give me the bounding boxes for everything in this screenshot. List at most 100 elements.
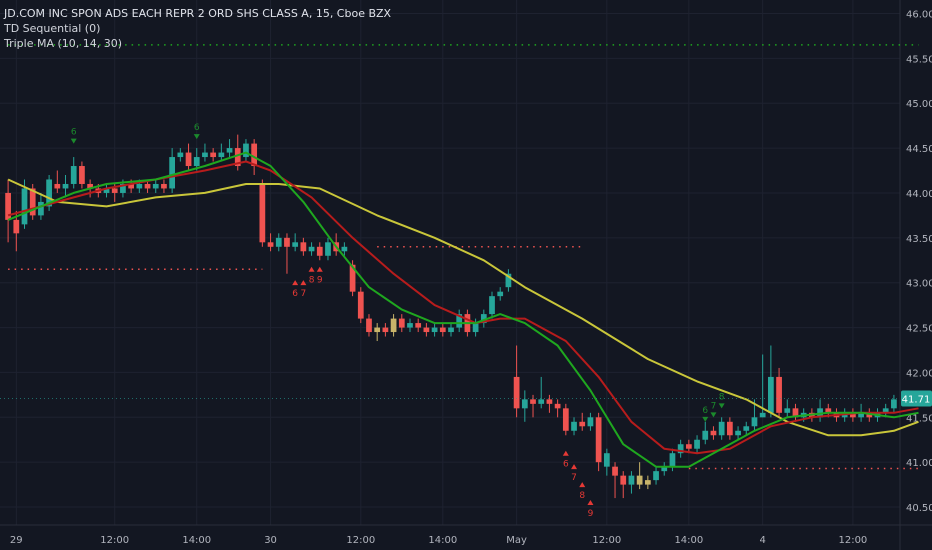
- candle-body: [62, 183, 69, 189]
- candle-body: [792, 408, 799, 418]
- candle-body: [521, 399, 528, 409]
- candle-body: [152, 183, 159, 189]
- y-tick-label: 42.50: [906, 324, 932, 335]
- td-buy-arrow: [571, 464, 578, 470]
- candle-body: [251, 143, 258, 167]
- candle-body: [415, 323, 422, 328]
- candle-body: [718, 421, 725, 436]
- td-buy-arrow: [316, 266, 323, 272]
- td-count-label: 6: [71, 128, 77, 138]
- y-tick-label: 44.50: [906, 144, 932, 155]
- candle-body: [784, 408, 791, 413]
- moving-average-line: [7, 151, 919, 468]
- candle-body: [669, 453, 676, 467]
- td-count-label: 7: [711, 401, 717, 411]
- candle-body: [677, 444, 684, 454]
- td-count-label: 6: [563, 460, 569, 470]
- y-tick-label: 43.00: [906, 279, 932, 290]
- td-count-label: 9: [317, 276, 323, 286]
- td-sell-arrow: [702, 416, 709, 422]
- td-count-label: 8: [579, 491, 585, 501]
- candle-body: [858, 412, 864, 418]
- candle-body: [702, 430, 709, 440]
- td-buy-arrow: [562, 450, 569, 456]
- candle-body: [538, 399, 545, 404]
- candle-body: [161, 183, 167, 189]
- td-buy-arrow: [300, 280, 307, 286]
- candle-body: [87, 183, 93, 189]
- candle-body: [480, 314, 487, 324]
- td-buy-arrow: [308, 266, 315, 272]
- candle-body: [46, 179, 52, 207]
- candle-body: [70, 166, 77, 184]
- candle-body: [341, 246, 348, 252]
- td-count-label: 6: [702, 406, 708, 416]
- y-tick-label: 42.00: [906, 368, 932, 379]
- candle-body: [136, 183, 143, 189]
- y-tick-label: 44.00: [906, 189, 932, 200]
- x-tick-label: 29: [10, 535, 23, 546]
- candle-body: [595, 417, 602, 463]
- candle-body: [685, 444, 692, 449]
- y-tick-label: 46.00: [906, 9, 932, 20]
- td-sell-arrow: [710, 412, 717, 418]
- td-count-label: 7: [571, 473, 577, 483]
- td-count-label: 8: [719, 392, 725, 402]
- x-tick-label: May: [506, 535, 527, 546]
- x-tick-label: 4: [759, 535, 765, 546]
- candle-body: [554, 403, 561, 409]
- candle-body: [423, 327, 430, 333]
- candle-body: [357, 291, 364, 319]
- td-count-label: 8: [309, 276, 315, 286]
- candle-body: [300, 242, 307, 252]
- td-buy-arrow: [587, 500, 594, 506]
- candle-body: [612, 466, 618, 476]
- x-tick-label: 14:00: [182, 535, 211, 546]
- td-count-label: 9: [588, 509, 594, 519]
- y-tick-label: 41.00: [906, 458, 932, 469]
- candle-body: [79, 166, 85, 184]
- last-price-tag: [901, 390, 932, 407]
- candle-body: [144, 183, 151, 189]
- candle-body: [497, 291, 504, 297]
- candle-body: [267, 242, 274, 247]
- candle-body: [448, 327, 454, 333]
- candle-body: [316, 246, 323, 256]
- candle-body: [177, 152, 184, 158]
- candle-body: [13, 219, 20, 234]
- y-tick-label: 45.00: [906, 99, 932, 110]
- candle-body: [759, 412, 766, 418]
- candle-body: [505, 273, 512, 288]
- y-tick-label: 40.50: [906, 503, 932, 514]
- candle-body: [644, 480, 651, 485]
- td-buy-arrow: [579, 482, 586, 488]
- x-tick-label: 12:00: [838, 535, 867, 546]
- x-tick-label: 14:00: [674, 535, 703, 546]
- candle-body: [636, 475, 643, 485]
- candle-body: [825, 408, 832, 413]
- candle-body: [169, 157, 176, 189]
- candle-body: [850, 412, 856, 418]
- candle-body: [349, 264, 356, 292]
- candle-body: [243, 143, 249, 158]
- candle-body: [776, 376, 782, 413]
- y-tick-label: 45.50: [906, 54, 932, 65]
- td-count-label: 6: [292, 289, 298, 299]
- candle-body: [891, 399, 897, 409]
- candle-body: [513, 376, 520, 409]
- candle-body: [661, 466, 668, 472]
- x-tick-label: 12:00: [100, 535, 129, 546]
- candle-body: [751, 417, 758, 427]
- candle-body: [5, 192, 11, 220]
- candle-body: [620, 475, 627, 485]
- candle-body: [882, 408, 889, 413]
- candle-body: [694, 439, 700, 449]
- candle-body: [218, 152, 225, 158]
- candle-body: [653, 471, 659, 481]
- candle-body: [407, 323, 413, 328]
- candle-body: [603, 453, 610, 467]
- candle-body: [628, 475, 635, 485]
- candle-body: [128, 183, 134, 189]
- td-count-label: 7: [300, 289, 306, 299]
